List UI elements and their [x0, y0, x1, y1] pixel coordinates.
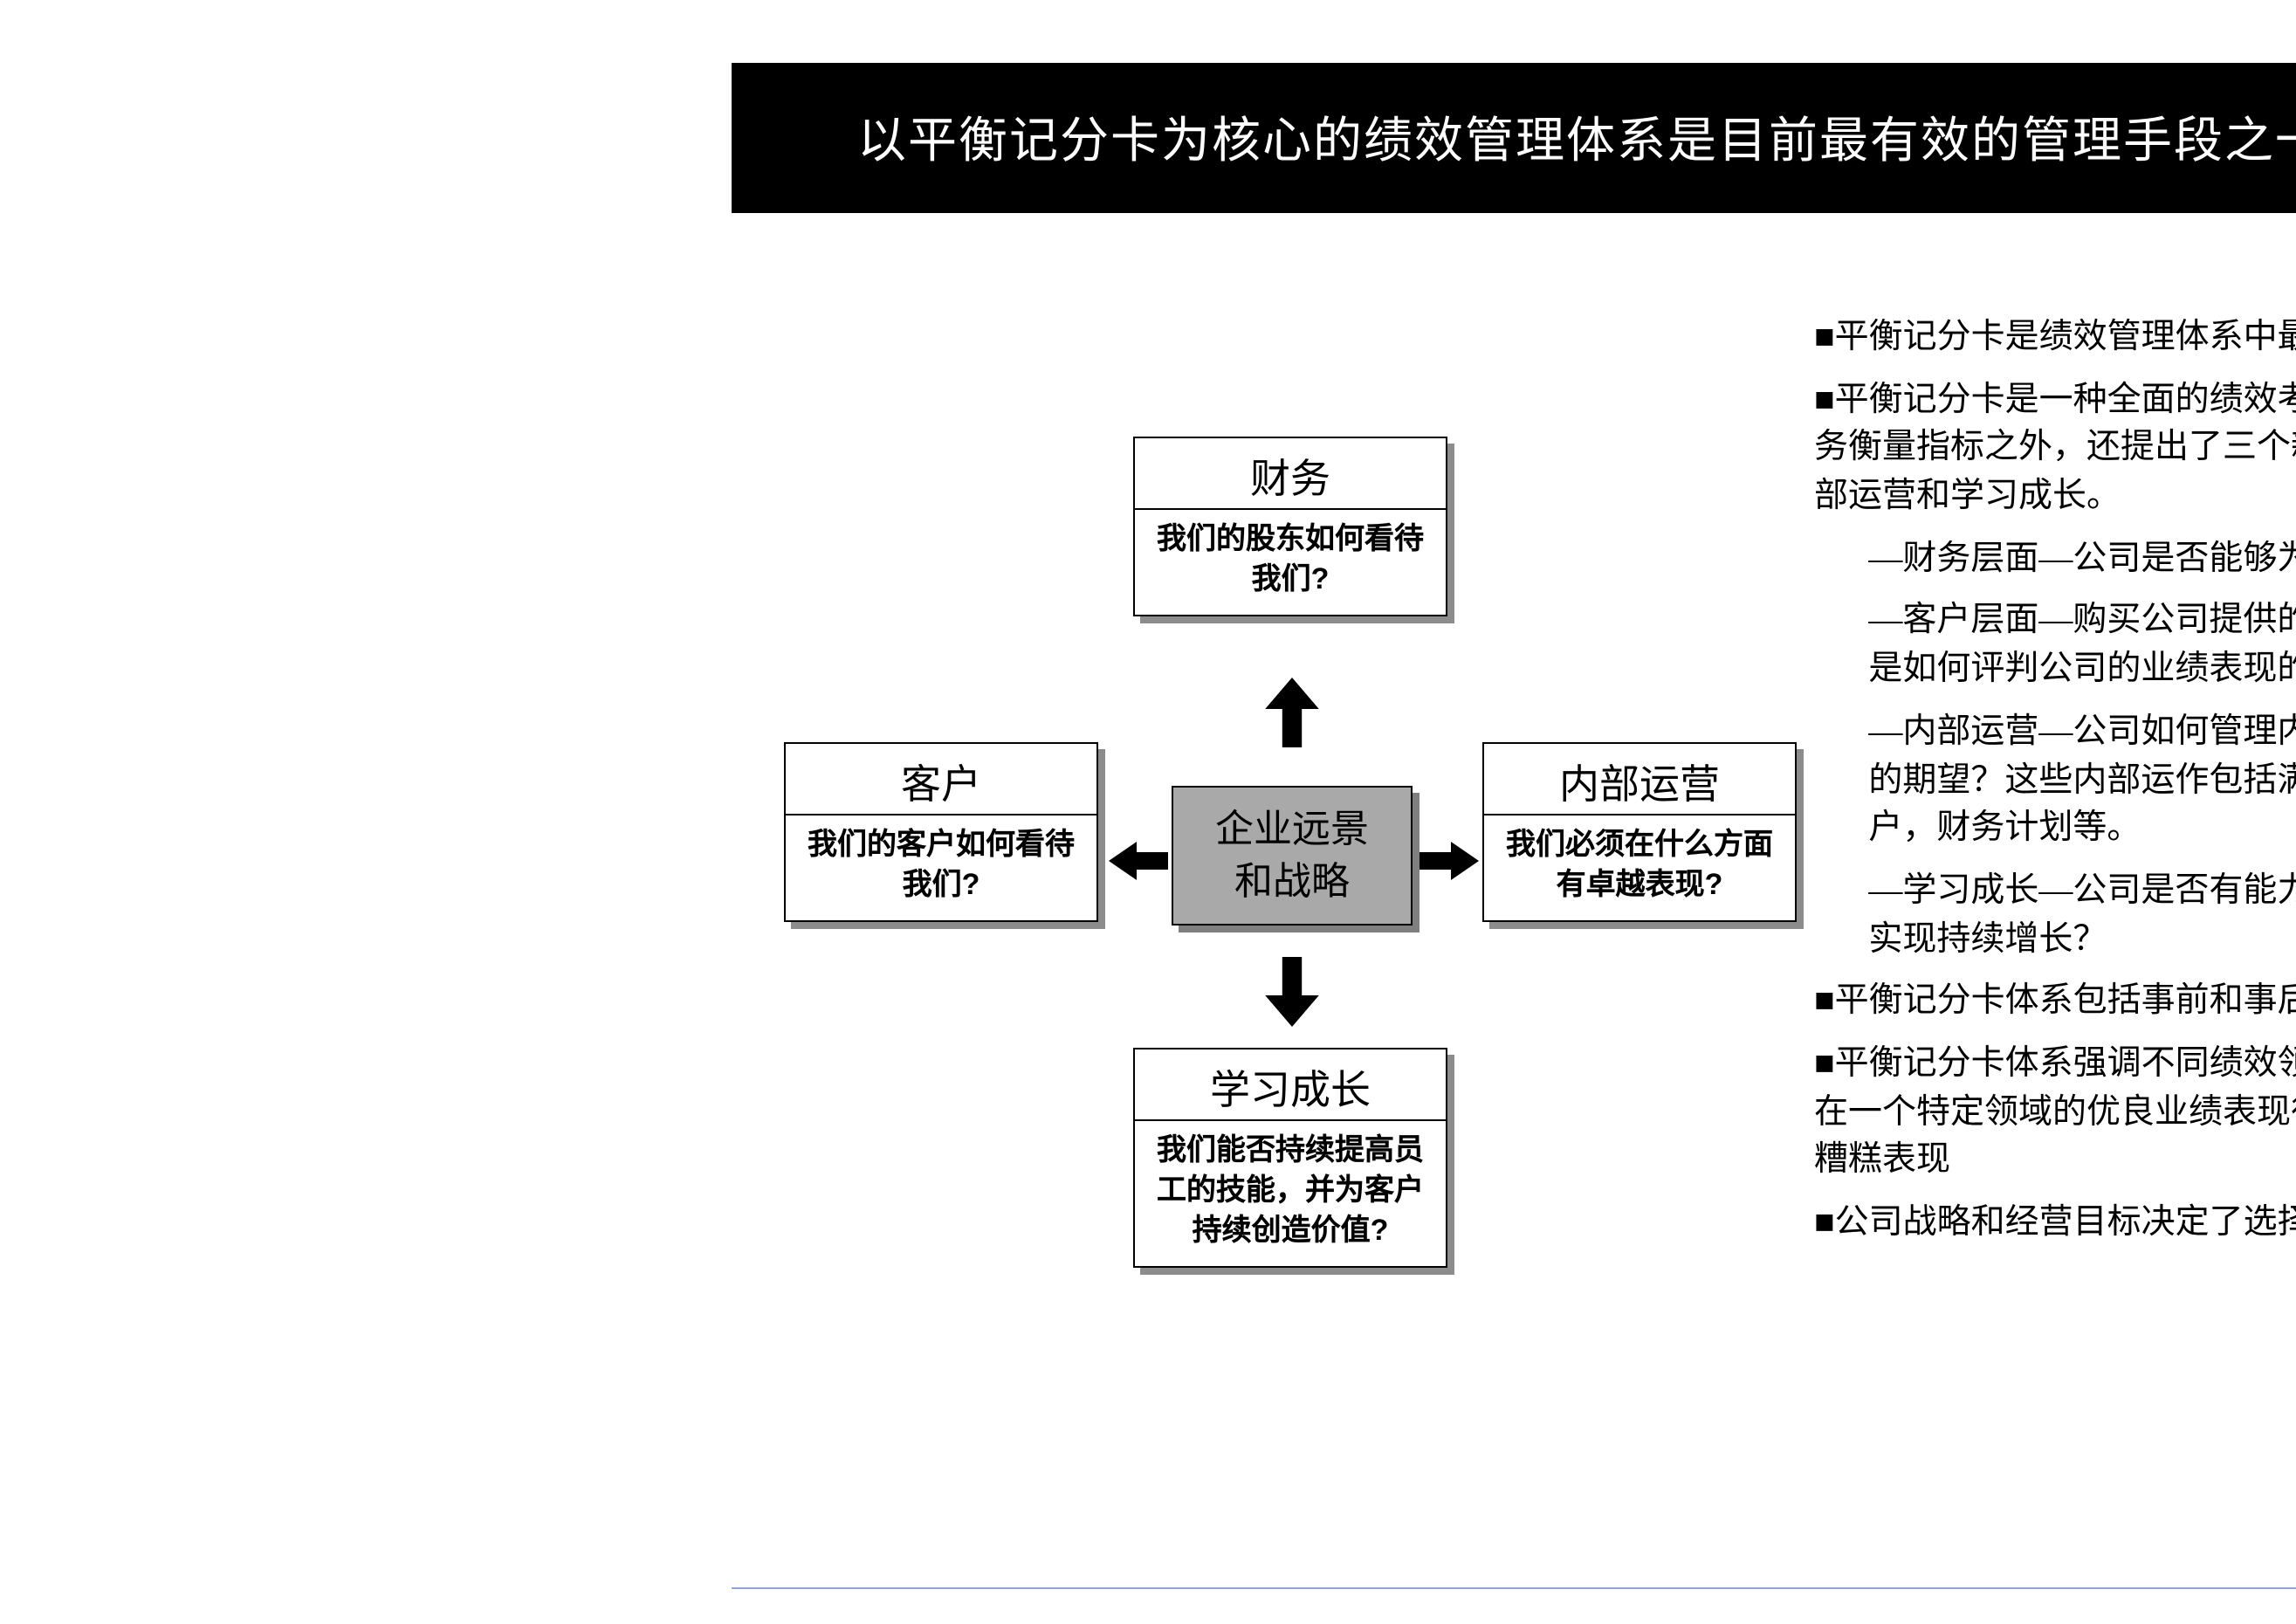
para-1: 平衡记分卡是一种全面的绩效考核体系，除了传统的财务衡量指标之外，还提出了三个新的…: [1814, 376, 2296, 521]
box-internal: 内部运营 我们必须在什么方面有卓越表现?: [1482, 742, 1797, 922]
title-bar: 以平衡记分卡为核心的绩效管理体系是目前最有效的管理手段之一: [732, 63, 2296, 213]
para-8: 公司战略和经营目标决定了选择什么样的衡量指标: [1814, 1200, 2296, 1248]
para-7: 平衡记分卡体系强调不同绩效领域之间的协调和平衡；在一个特定领域的优良业绩表现往往…: [1814, 1041, 2296, 1186]
box-learning-header: 学习成长: [1135, 1049, 1446, 1121]
footer-divider: [732, 1587, 2296, 1589]
box-learning: 学习成长 我们能否持续提高员工的技能，并为客户持续创造价值?: [1133, 1048, 1447, 1268]
para-2: —财务层面—公司是否能够为股东创造价值？: [1814, 536, 2296, 584]
content-area: 财务 我们的股东如何看待我们? 客户 我们的客户如何看待我们? 内部运营 我们必…: [732, 279, 2296, 1554]
center-line1: 企业远景: [1173, 804, 1411, 856]
box-learning-body: 我们能否持续提高员工的技能，并为客户持续创造价值?: [1135, 1121, 1446, 1266]
bsc-diagram: 财务 我们的股东如何看待我们? 客户 我们的客户如何看待我们? 内部运营 我们必…: [784, 367, 1762, 1449]
text-column: 平衡记分卡是绩效管理体系中最有效的管理体系之一。 平衡记分卡是一种全面的绩效考核…: [1814, 314, 2296, 1262]
center-line2: 和战略: [1173, 856, 1411, 907]
para-0: 平衡记分卡是绩效管理体系中最有效的管理体系之一。: [1814, 314, 2296, 362]
box-financial-header: 财务: [1135, 438, 1446, 510]
arrow-up-icon: [1265, 678, 1319, 758]
arrow-down-icon: [1265, 957, 1319, 1037]
box-center-strategy: 企业远景 和战略: [1172, 786, 1413, 926]
para-5: —学习成长—公司是否有能力不断创新，改善，从而实现持续增长？: [1814, 868, 2296, 965]
box-internal-body: 我们必须在什么方面有卓越表现?: [1484, 815, 1795, 920]
box-customer: 客户 我们的客户如何看待我们?: [784, 742, 1098, 922]
para-6: 平衡记分卡体系包括事前和事后指标: [1814, 979, 2296, 1027]
box-customer-header: 客户: [786, 744, 1096, 815]
box-internal-header: 内部运营: [1484, 744, 1795, 815]
box-customer-body: 我们的客户如何看待我们?: [786, 815, 1096, 920]
slide: 以平衡记分卡为核心的绩效管理体系是目前最有效的管理手段之一 财务 我们的股东如何…: [574, 0, 2296, 1624]
arrow-left-icon: [1109, 838, 1168, 891]
para-3: —客户层面—购买公司提供的产品和服务的直接客户是如何评判公司的业绩表现的？: [1814, 598, 2296, 695]
page-title: 以平衡记分卡为核心的绩效管理体系是目前最有效的管理手段之一: [857, 103, 2296, 173]
arrow-right-icon: [1420, 838, 1479, 891]
para-4: —内部运营—公司如何管理内部业务运作以满足客户的期望？这些内部运作包括满足客户需…: [1814, 709, 2296, 854]
box-financial-body: 我们的股东如何看待我们?: [1135, 510, 1446, 615]
box-financial: 财务 我们的股东如何看待我们?: [1133, 437, 1447, 616]
